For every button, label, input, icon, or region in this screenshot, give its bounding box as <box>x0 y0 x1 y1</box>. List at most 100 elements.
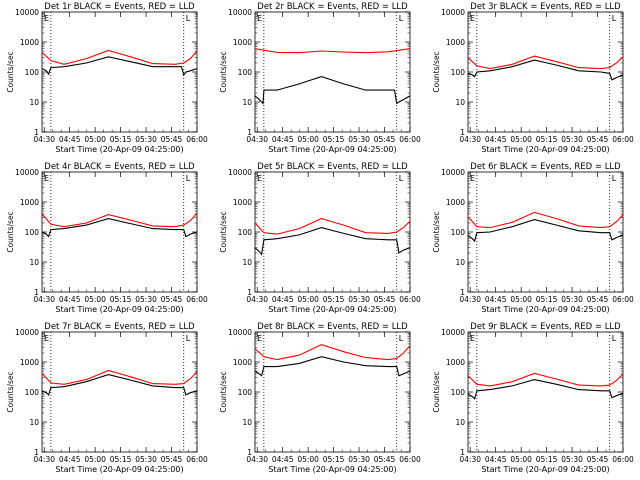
x-tick-label: 04:30 <box>33 295 55 304</box>
x-tick-label: 05:30 <box>348 295 370 304</box>
y-tick-label: 10 <box>455 258 465 267</box>
panel-det-8r: Det 8r BLACK = Events, RED = LLD 1 10 100 10… <box>219 322 421 474</box>
y-tick-label: 10000 <box>15 168 39 177</box>
x-tick-label: 06:00 <box>399 295 421 304</box>
y-tick-label: 10 <box>29 98 39 107</box>
lld-series-line <box>254 344 411 361</box>
axes-frame <box>254 11 411 133</box>
x-tick-label: 05:15 <box>536 135 558 144</box>
y-axis-label: Counts/sec <box>6 211 15 252</box>
x-tick-label: 04:45 <box>272 295 294 304</box>
panel-title: Det 1r BLACK = Events, RED = LLD <box>44 2 195 12</box>
y-tick-label: 10 <box>242 418 252 427</box>
lld-marker-label: L <box>612 334 617 343</box>
x-tick-label: 04:45 <box>59 295 81 304</box>
y-tick-label: 1 <box>247 448 252 457</box>
y-axis-label: Counts/sec <box>219 51 228 92</box>
events-series-line <box>254 76 411 105</box>
events-marker-label: E <box>44 334 49 343</box>
lld-marker-label: L <box>186 14 191 23</box>
axes-frame <box>41 171 198 293</box>
y-tick-label: 1000 <box>233 198 252 207</box>
events-marker-label: E <box>470 14 475 23</box>
y-tick-label: 1000 <box>233 358 252 367</box>
y-tick-label: 100 <box>451 68 466 77</box>
y-tick-label: 10000 <box>228 168 252 177</box>
x-tick-label: 05:45 <box>374 455 396 464</box>
panel-det-1r: Det 1r BLACK = Events, RED = LLD 1 10 100 10… <box>6 2 208 154</box>
x-tick-label: 06:00 <box>399 135 421 144</box>
events-series-line <box>467 379 624 400</box>
x-tick-label: 06:00 <box>186 295 208 304</box>
x-tick-label: 05:15 <box>536 455 558 464</box>
y-tick-label: 100 <box>451 388 466 397</box>
panel-title: Det 3r BLACK = Events, RED = LLD <box>470 2 621 12</box>
y-axis-label: Counts/sec <box>432 51 441 92</box>
events-marker-label: E <box>44 14 49 23</box>
y-tick-label: 10 <box>455 98 465 107</box>
x-tick-label: 05:30 <box>561 455 583 464</box>
y-tick-label: 10000 <box>228 8 252 17</box>
x-tick-label: 05:45 <box>587 455 609 464</box>
x-axis-label: Start Time (20-Apr-09 04:25:00) <box>55 145 183 154</box>
y-axis-label: Counts/sec <box>219 211 228 252</box>
panel-title: Det 6r BLACK = Events, RED = LLD <box>470 162 621 172</box>
lld-marker-label: L <box>186 334 191 343</box>
x-tick-label: 05:15 <box>110 295 132 304</box>
panel-det-6r: Det 6r BLACK = Events, RED = LLD 1 10 100 10… <box>432 162 634 314</box>
events-marker-label: E <box>257 334 262 343</box>
x-tick-label: 04:30 <box>459 295 481 304</box>
events-series-line <box>254 356 411 377</box>
lld-series-line <box>254 48 411 54</box>
x-tick-label: 05:45 <box>374 295 396 304</box>
events-marker-label: E <box>44 174 49 183</box>
panel-det-2r: Det 2r BLACK = Events, RED = LLD 1 10 100 10… <box>219 2 421 154</box>
x-tick-label: 05:00 <box>510 455 532 464</box>
axes-frame <box>254 171 411 293</box>
lld-series-line <box>41 49 198 65</box>
panel-title: Det 9r BLACK = Events, RED = LLD <box>470 322 621 332</box>
x-tick-label: 04:30 <box>459 455 481 464</box>
lld-marker-label: L <box>186 174 191 183</box>
x-axis-label: Start Time (20-Apr-09 04:25:00) <box>481 465 609 474</box>
lld-series-line <box>254 218 411 235</box>
x-axis-label: Start Time (20-Apr-09 04:25:00) <box>55 465 183 474</box>
panel-det-9r: Det 9r BLACK = Events, RED = LLD 1 10 100 10… <box>432 322 634 474</box>
panel-title: Det 8r BLACK = Events, RED = LLD <box>257 322 408 332</box>
x-tick-label: 04:45 <box>485 135 507 144</box>
x-tick-label: 05:30 <box>561 135 583 144</box>
y-tick-label: 10000 <box>15 328 39 337</box>
events-series-line <box>254 227 411 256</box>
x-tick-label: 05:30 <box>561 295 583 304</box>
x-tick-label: 04:30 <box>33 455 55 464</box>
lld-marker-label: L <box>399 334 404 343</box>
lld-series-line <box>467 211 624 229</box>
panel-det-4r: Det 4r BLACK = Events, RED = LLD 1 10 100 10… <box>6 162 208 314</box>
y-tick-label: 1000 <box>446 38 465 47</box>
x-tick-label: 05:30 <box>135 455 157 464</box>
y-tick-label: 10000 <box>441 328 465 337</box>
x-tick-label: 05:45 <box>374 135 396 144</box>
y-tick-label: 1 <box>34 128 39 137</box>
x-tick-label: 04:30 <box>33 135 55 144</box>
axes-frame <box>41 11 198 133</box>
x-tick-label: 05:30 <box>135 135 157 144</box>
x-tick-label: 04:45 <box>59 455 81 464</box>
x-axis-label: Start Time (20-Apr-09 04:25:00) <box>268 305 396 314</box>
y-tick-label: 1 <box>460 448 465 457</box>
x-tick-label: 05:15 <box>323 455 345 464</box>
x-axis-label: Start Time (20-Apr-09 04:25:00) <box>55 305 183 314</box>
x-tick-label: 05:00 <box>297 455 319 464</box>
lld-marker-label: L <box>399 174 404 183</box>
x-tick-label: 05:00 <box>84 295 106 304</box>
x-tick-label: 05:30 <box>348 135 370 144</box>
x-tick-label: 06:00 <box>612 135 634 144</box>
y-tick-label: 1000 <box>20 358 39 367</box>
y-axis-label: Counts/sec <box>6 371 15 412</box>
events-series-line <box>41 374 198 396</box>
panel-title: Det 4r BLACK = Events, RED = LLD <box>44 162 195 172</box>
y-tick-label: 10 <box>242 258 252 267</box>
x-tick-label: 05:00 <box>84 135 106 144</box>
panel-title: Det 5r BLACK = Events, RED = LLD <box>257 162 408 172</box>
y-tick-label: 10 <box>29 418 39 427</box>
